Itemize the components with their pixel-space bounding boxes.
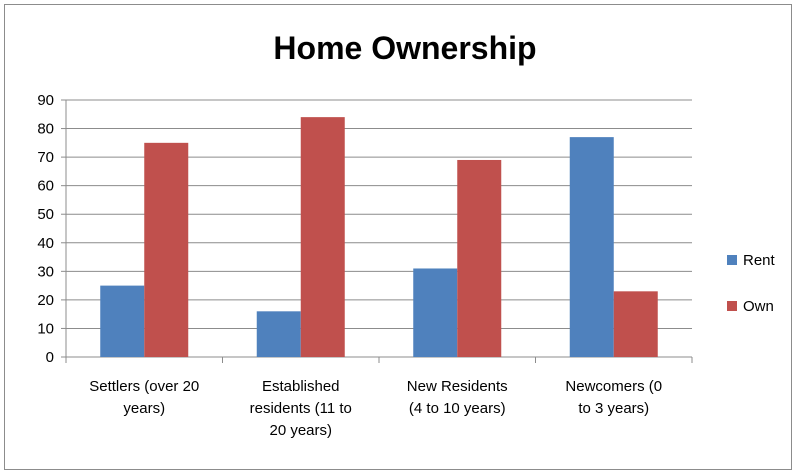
- legend-label-rent: Rent: [743, 251, 775, 269]
- chart-title: Home Ownership: [273, 30, 537, 66]
- x-category-label-line: Established: [262, 378, 340, 395]
- legend-swatch-rent: [727, 255, 737, 265]
- bar-rent: [413, 268, 458, 357]
- x-category-label-line: 20 years): [269, 422, 332, 439]
- x-category-label: Settlers (over 20 years): [89, 378, 199, 417]
- y-tick-label: 20: [37, 292, 54, 309]
- x-category-label-line: to 3 years): [578, 400, 649, 417]
- y-tick-label: 70: [37, 149, 54, 166]
- legend-swatch-own: [727, 301, 737, 311]
- chart-frame: [4, 4, 792, 470]
- x-category-label-line: Newcomers (0: [565, 378, 662, 395]
- x-category-label: Established residents (11 to 20 years): [250, 378, 352, 439]
- y-tick-label: 40: [37, 235, 54, 252]
- bar-rent: [569, 137, 614, 357]
- legend-label-own: Own: [743, 297, 774, 315]
- x-category-label-line: New Residents: [407, 378, 508, 395]
- x-category-label: New Residents (4 to 10 years): [407, 378, 508, 417]
- legend-item-rent: Rent: [727, 248, 775, 272]
- y-tick-label: 60: [37, 178, 54, 195]
- y-tick-label: 30: [37, 263, 54, 280]
- x-category-label-line: (4 to 10 years): [409, 400, 506, 417]
- y-tick-label: 50: [37, 206, 54, 223]
- bar-rent: [100, 285, 145, 357]
- legend-item-own: Own: [727, 294, 775, 318]
- legend: Rent Own: [727, 248, 775, 340]
- bar-own: [613, 291, 658, 357]
- x-category-label-line: years): [123, 400, 165, 417]
- x-category-label-line: Settlers (over 20: [89, 378, 199, 395]
- x-category-label-line: residents (11 to: [250, 400, 352, 417]
- bar-rent: [256, 311, 301, 357]
- x-category-label: Newcomers (0 to 3 years): [565, 378, 662, 417]
- y-tick-label: 80: [37, 121, 54, 138]
- y-tick-label: 0: [46, 349, 54, 366]
- bar-own: [144, 142, 189, 357]
- y-tick-label: 10: [37, 320, 54, 337]
- bar-own: [300, 117, 345, 357]
- bar-own: [457, 159, 502, 357]
- y-tick-label: 90: [37, 92, 54, 109]
